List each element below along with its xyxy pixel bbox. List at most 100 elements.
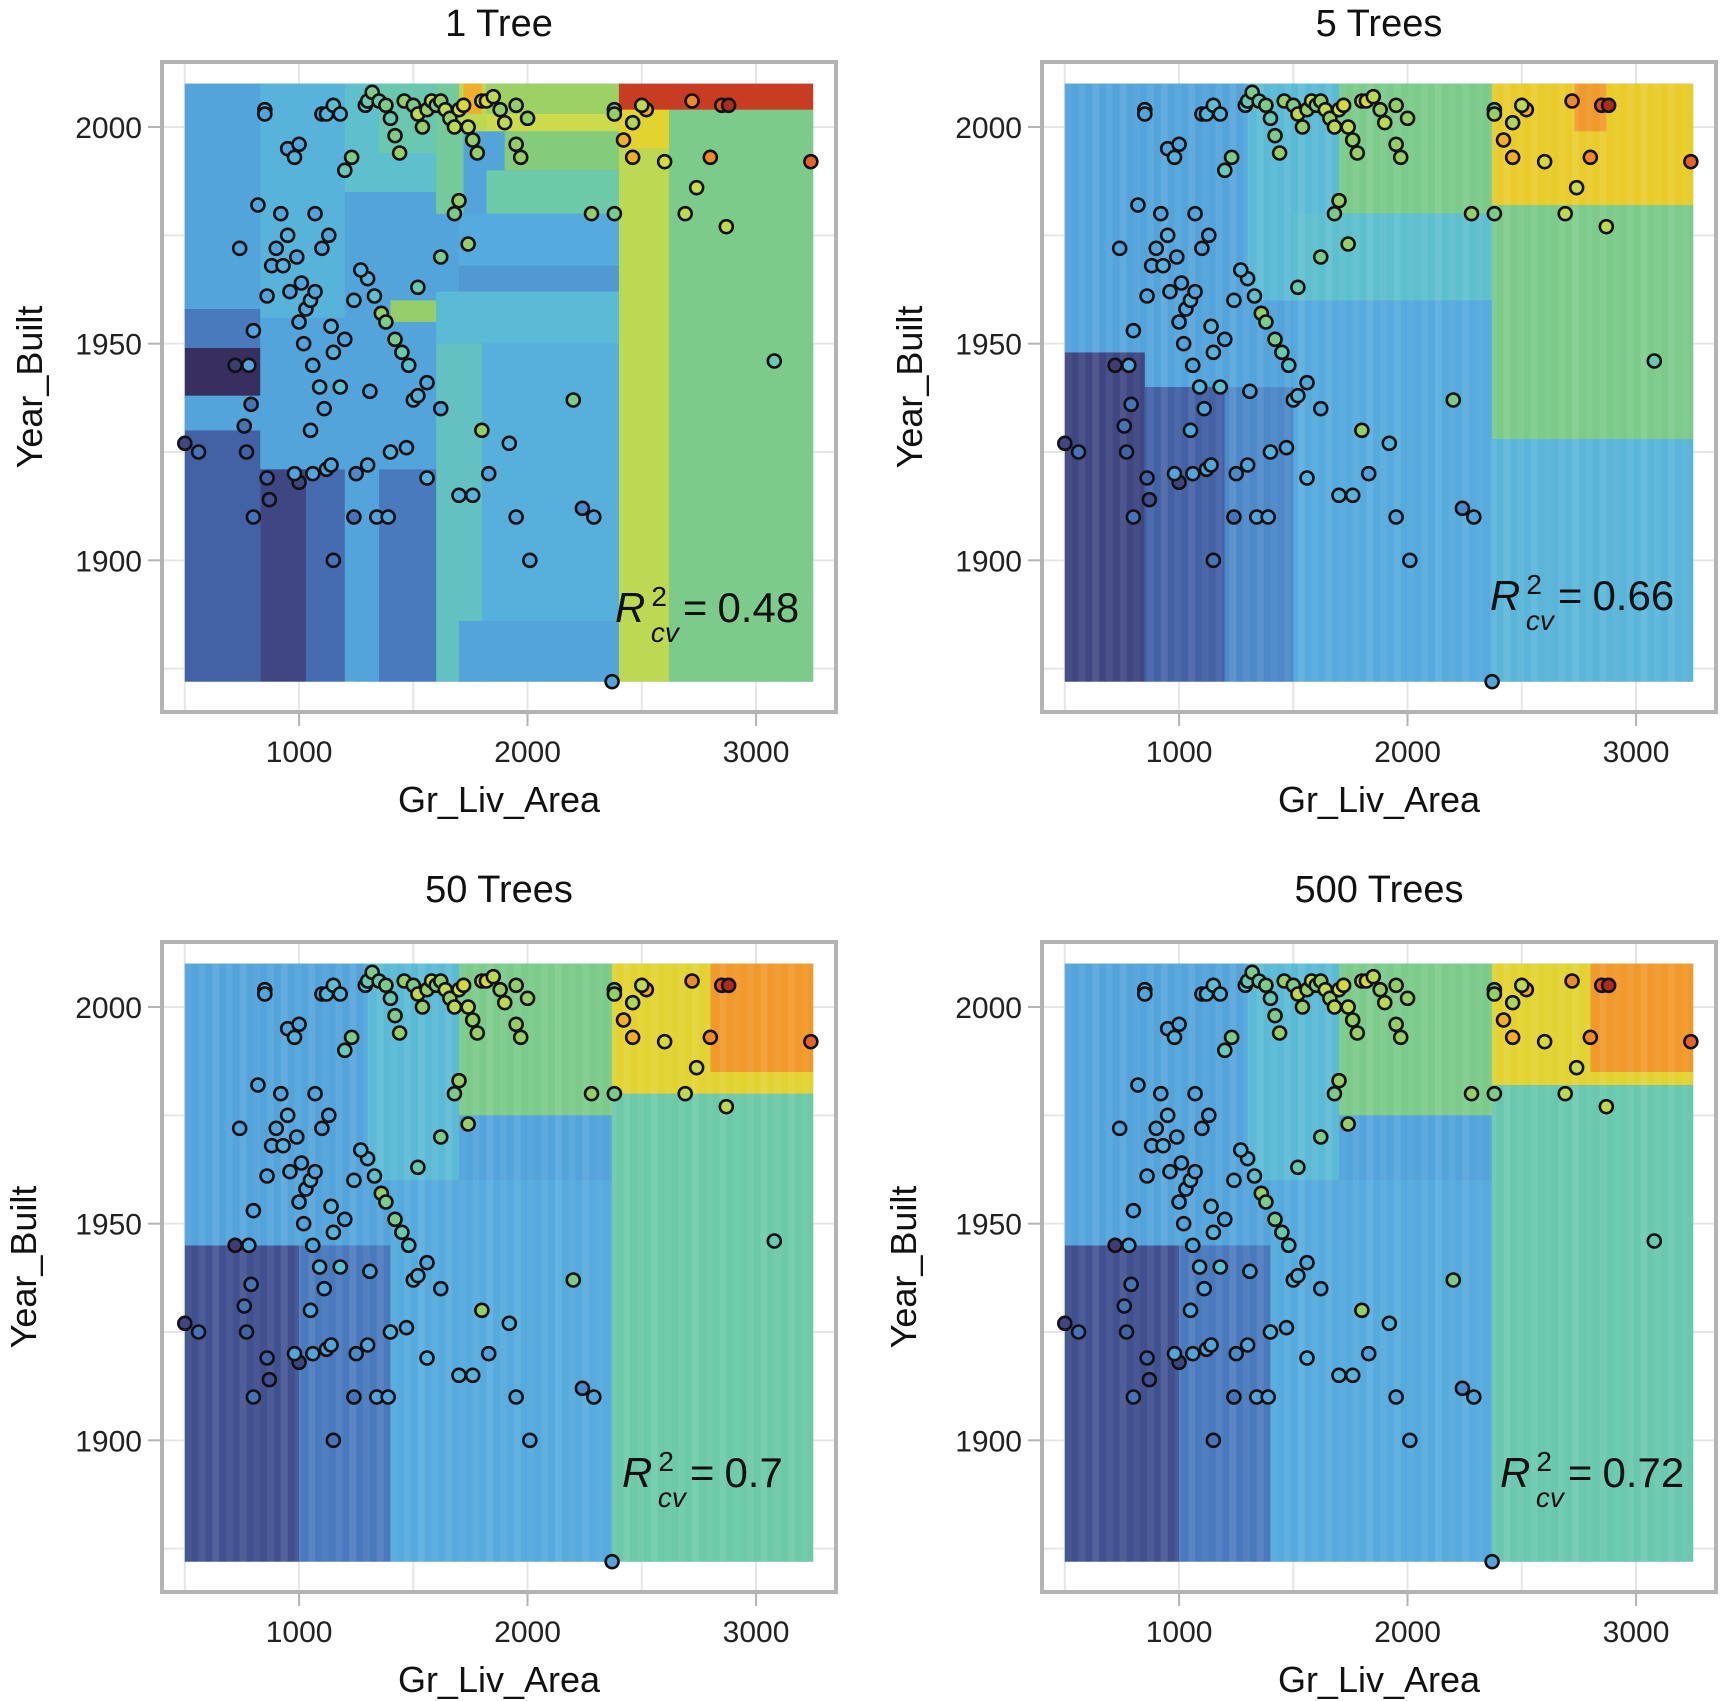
ensemble-texture [1681,83,1689,682]
data-point [410,387,426,404]
data-point [1121,1237,1137,1254]
r2-subscript: cv [1536,1482,1566,1513]
data-point [243,1276,259,1293]
data-point [323,1337,339,1353]
data-point [1107,357,1123,374]
data-point [718,218,735,235]
data-point [496,994,513,1011]
ensemble-texture [1133,963,1141,1562]
data-point [314,1120,330,1137]
data-point [1646,1233,1663,1249]
data-point [346,509,362,525]
data-point [236,418,253,434]
data-point [346,1389,362,1405]
data-point [1182,1302,1199,1319]
ensemble-texture [431,963,439,1562]
panel-title: 5 Trees [1316,3,1443,45]
data-point [1166,465,1183,482]
data-point [1454,1380,1471,1397]
data-point [304,1237,321,1254]
ensemble-texture [568,963,576,1562]
ensemble-texture [1188,963,1196,1562]
data-point [1536,153,1553,170]
data-point [1445,392,1462,408]
r2-value: 0.66 [1592,572,1674,619]
data-point [1200,1107,1217,1124]
data-point [316,1280,333,1297]
data-point [1399,110,1416,127]
data-point [400,357,417,374]
y-tick-label: 1900 [75,1425,142,1458]
data-point [1196,400,1213,417]
data-point [718,1098,735,1115]
x-tick-label: 2000 [494,1616,561,1649]
data-point [519,110,536,127]
ensemble-texture [390,963,398,1562]
data-point [419,1350,435,1366]
data-point [803,153,819,170]
ensemble-texture [472,963,480,1562]
prediction-region [1293,300,1493,682]
data-point [1372,981,1388,998]
data-point [288,1129,305,1145]
data-point [259,288,275,304]
ensemble-texture [445,963,453,1562]
data-point [522,1432,538,1449]
ensemble-texture [212,963,220,1562]
data-point [1123,1276,1139,1293]
data-point [1267,1007,1283,1024]
data-point [320,1107,337,1124]
ensemble-texture [1352,83,1360,682]
data-point [1376,994,1393,1011]
data-point [1486,106,1503,122]
data-point [414,999,431,1015]
data-point [227,1237,243,1254]
ensemble-texture [1503,83,1511,682]
data-point [1141,491,1158,508]
data-point [1349,1025,1366,1041]
data-point [460,1116,476,1132]
data-point [1326,1085,1343,1102]
ensemble-texture [1393,83,1401,682]
data-point [362,383,378,400]
data-point [684,93,700,109]
data-point [615,132,632,148]
data-point [410,279,426,296]
data-point [1162,1163,1178,1180]
data-point [275,1137,291,1154]
data-point [1228,465,1245,482]
data-point [1331,192,1347,209]
data-point [1335,97,1352,114]
data-point [1242,383,1258,400]
x-tick-label: 1000 [266,736,333,769]
data-point [1312,400,1329,417]
ensemble-texture [1366,83,1374,682]
data-point [1267,127,1283,144]
data-point [1173,275,1190,291]
ensemble-texture [500,963,507,1562]
x-tick-label: 2000 [1374,1616,1441,1649]
ensemble-texture [349,963,357,1562]
ensemble-texture [1270,963,1278,1562]
data-point [325,1224,342,1241]
ensemble-texture [733,963,741,1562]
ensemble-texture [1256,963,1264,1562]
ensemble-texture [1160,83,1168,682]
data-point [446,999,463,1015]
r2-annotation: R 2 cv= 0.66 [1490,569,1674,636]
prediction-region [1492,1085,1694,1562]
data-point [259,1168,275,1184]
prediction-region [184,1245,300,1562]
axis-ticks: 1000 2000 3000 1900 1950 2000 [75,992,789,1649]
data-point [1484,673,1500,690]
data-point [1267,331,1283,348]
data-point [346,1172,362,1189]
data-points [1057,964,1699,1570]
data-point [1187,283,1203,300]
data-point [606,106,623,122]
data-point [1070,444,1087,460]
data-point [1242,1263,1258,1280]
data-point [387,127,403,144]
ensemble-texture [1339,83,1346,682]
